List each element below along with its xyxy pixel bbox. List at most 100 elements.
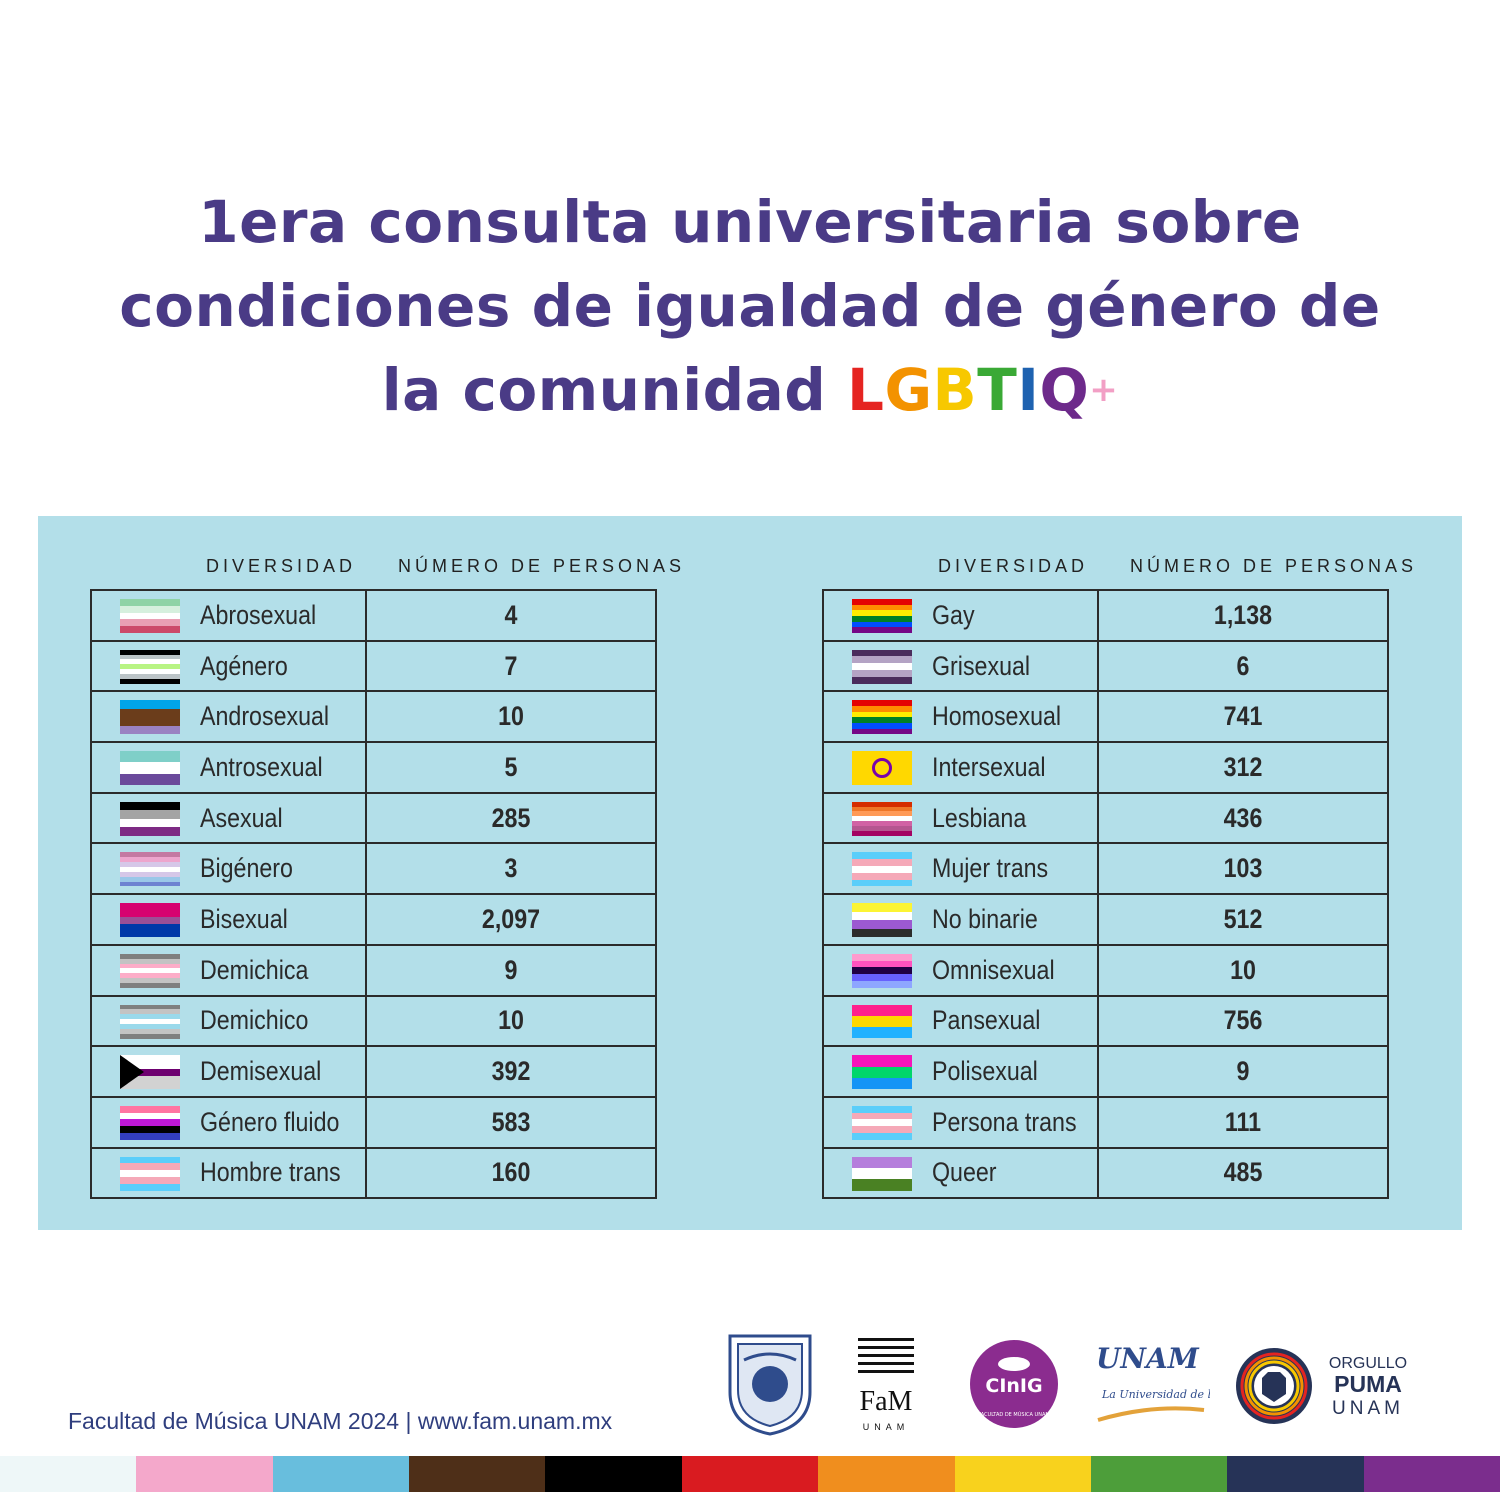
count-value: 7	[504, 650, 518, 681]
count-value: 392	[491, 1056, 531, 1087]
count-value: 756	[1223, 1005, 1263, 1036]
table-row: Lesbiana 436	[824, 793, 1387, 845]
diversity-cell: Pansexual	[824, 996, 1099, 1046]
diversity-cell: Demichico	[92, 996, 367, 1046]
cinig-logo: CInIG FACULTAD DE MÚSICA UNAM	[970, 1340, 1058, 1428]
page-title: 1era consulta universitaria sobre condic…	[0, 180, 1500, 432]
color-stripe-segment	[409, 1456, 546, 1492]
pride-flag-icon	[120, 801, 180, 836]
table-row: Homosexual 741	[824, 692, 1387, 744]
title-line-2: condiciones de igualdad de género de	[119, 272, 1381, 340]
right-table: Gay 1,138 Grisexual 6 Homosexual 741 Intersexu…	[822, 589, 1389, 1200]
count-value: 1,138	[1213, 599, 1273, 630]
table-row: Omnisexual 10	[824, 945, 1387, 997]
color-stripe-segment	[1090, 1456, 1228, 1492]
diversity-label: Queer	[932, 1157, 997, 1188]
count-value: 512	[1223, 903, 1263, 934]
left-table: Abrosexual 4 Agénero 7 Androsexual 10 Antrosex…	[90, 589, 657, 1200]
pride-flag-icon	[852, 1156, 912, 1191]
table-row: Género fluido 583	[92, 1097, 655, 1149]
color-stripe-segment	[272, 1456, 410, 1492]
table-row: Bisexual 2,097	[92, 895, 655, 946]
svg-text:UNAM: UNAM	[863, 1422, 910, 1432]
svg-text:UNAM: UNAM	[1096, 1342, 1200, 1375]
diversity-label: Persona trans	[932, 1106, 1077, 1137]
svg-text:FACULTAD DE MÚSICA UNAM: FACULTAD DE MÚSICA UNAM	[978, 1411, 1049, 1418]
data-panel: DIVERSIDAD NÚMERO DE PERSONAS Abrosexual…	[38, 516, 1462, 1230]
diversity-label: Hombre trans	[200, 1157, 341, 1188]
color-stripe-segment	[136, 1456, 273, 1492]
diversity-label: Asexual	[200, 802, 283, 833]
diversity-cell: Lesbiana	[824, 793, 1099, 843]
table-row: No binarie 512	[824, 895, 1387, 946]
diversity-cell: Agénero	[92, 641, 367, 691]
count-value: 5	[504, 751, 518, 782]
pride-flag-icon	[120, 599, 180, 633]
diversity-label: Agénero	[200, 650, 288, 681]
table-row: Demichico 10	[92, 996, 655, 1048]
pride-flag-icon	[120, 1004, 180, 1039]
svg-text:FaM: FaM	[860, 1386, 913, 1417]
diversity-label: Homosexual	[932, 701, 1062, 732]
diversity-cell: Gay	[824, 591, 1099, 640]
pride-flag-icon	[120, 1055, 180, 1090]
diversity-label: Bigénero	[200, 853, 293, 884]
pride-flag-icon	[120, 903, 180, 938]
pride-flag-icon	[852, 649, 912, 684]
unam-seal-logo	[728, 1334, 812, 1436]
table-row: Bigénero 3	[92, 844, 655, 896]
count-value: 583	[491, 1106, 531, 1137]
count-value: 10	[1230, 954, 1256, 985]
rainbow-letter: T	[977, 356, 1018, 424]
diversity-label: Polisexual	[932, 1056, 1038, 1087]
table-row: Grisexual 6	[824, 641, 1387, 693]
table-row: Polisexual 9	[824, 1047, 1387, 1098]
table-row: Mujer trans 103	[824, 844, 1387, 896]
diversity-label: Gay	[932, 599, 975, 630]
title-line-3-text: la comunidad	[381, 356, 827, 424]
color-stripe-segment	[545, 1456, 682, 1492]
table-row: Queer 485	[824, 1148, 1387, 1200]
count-value: 9	[504, 954, 518, 985]
header-diversidad: DIVERSIDAD	[938, 556, 1089, 576]
title-line-3: la comunidad LGBTIQ+	[0, 348, 1500, 432]
pride-flag-icon	[120, 700, 180, 735]
diversity-cell: No binarie	[824, 895, 1099, 944]
color-stripe-bar	[0, 1456, 1500, 1492]
diversity-label: Omnisexual	[932, 954, 1055, 985]
pride-flag-icon	[852, 953, 912, 988]
table-row: Abrosexual 4	[92, 591, 655, 642]
pride-flag-icon	[852, 599, 912, 633]
pride-flag-icon	[120, 852, 180, 887]
pride-flag-icon	[852, 1055, 912, 1090]
diversity-label: Demichico	[200, 1005, 309, 1036]
diversity-cell: Mujer trans	[824, 844, 1099, 894]
diversity-cell: Grisexual	[824, 641, 1099, 691]
diversity-cell: Abrosexual	[92, 591, 367, 640]
diversity-label: Antrosexual	[200, 751, 323, 782]
unam-nacion-logo: UNAM La Universidad de la Nación	[1096, 1342, 1210, 1422]
title-line-1: 1era consulta universitaria sobre	[198, 188, 1302, 256]
pride-flag-icon	[852, 852, 912, 887]
count-value: 111	[1224, 1106, 1262, 1137]
pride-flag-icon	[852, 700, 912, 735]
pride-flag-icon	[852, 1004, 912, 1039]
svg-text:CInIG: CInIG	[985, 1375, 1042, 1397]
header-numero: NÚMERO DE PERSONAS	[398, 556, 686, 576]
svg-text:La Universidad de la Nación: La Universidad de la Nación	[1101, 1388, 1210, 1401]
diversity-cell: Hombre trans	[92, 1148, 367, 1198]
color-stripe-segment	[0, 1456, 137, 1492]
count-value: 103	[1223, 853, 1263, 884]
color-stripe-segment	[954, 1456, 1091, 1492]
diversity-label: Género fluido	[200, 1106, 340, 1137]
color-stripe-segment	[1363, 1456, 1500, 1492]
rainbow-letter: Q	[1039, 356, 1090, 424]
pride-flag-icon	[852, 751, 912, 786]
color-stripe-segment	[681, 1456, 819, 1492]
pride-flag-icon	[852, 1105, 912, 1140]
table-row: Hombre trans 160	[92, 1148, 655, 1200]
diversity-cell: Intersexual	[824, 743, 1099, 792]
table-row: Demisexual 392	[92, 1047, 655, 1098]
pride-flag-icon	[120, 1156, 180, 1191]
table-row: Gay 1,138	[824, 591, 1387, 642]
